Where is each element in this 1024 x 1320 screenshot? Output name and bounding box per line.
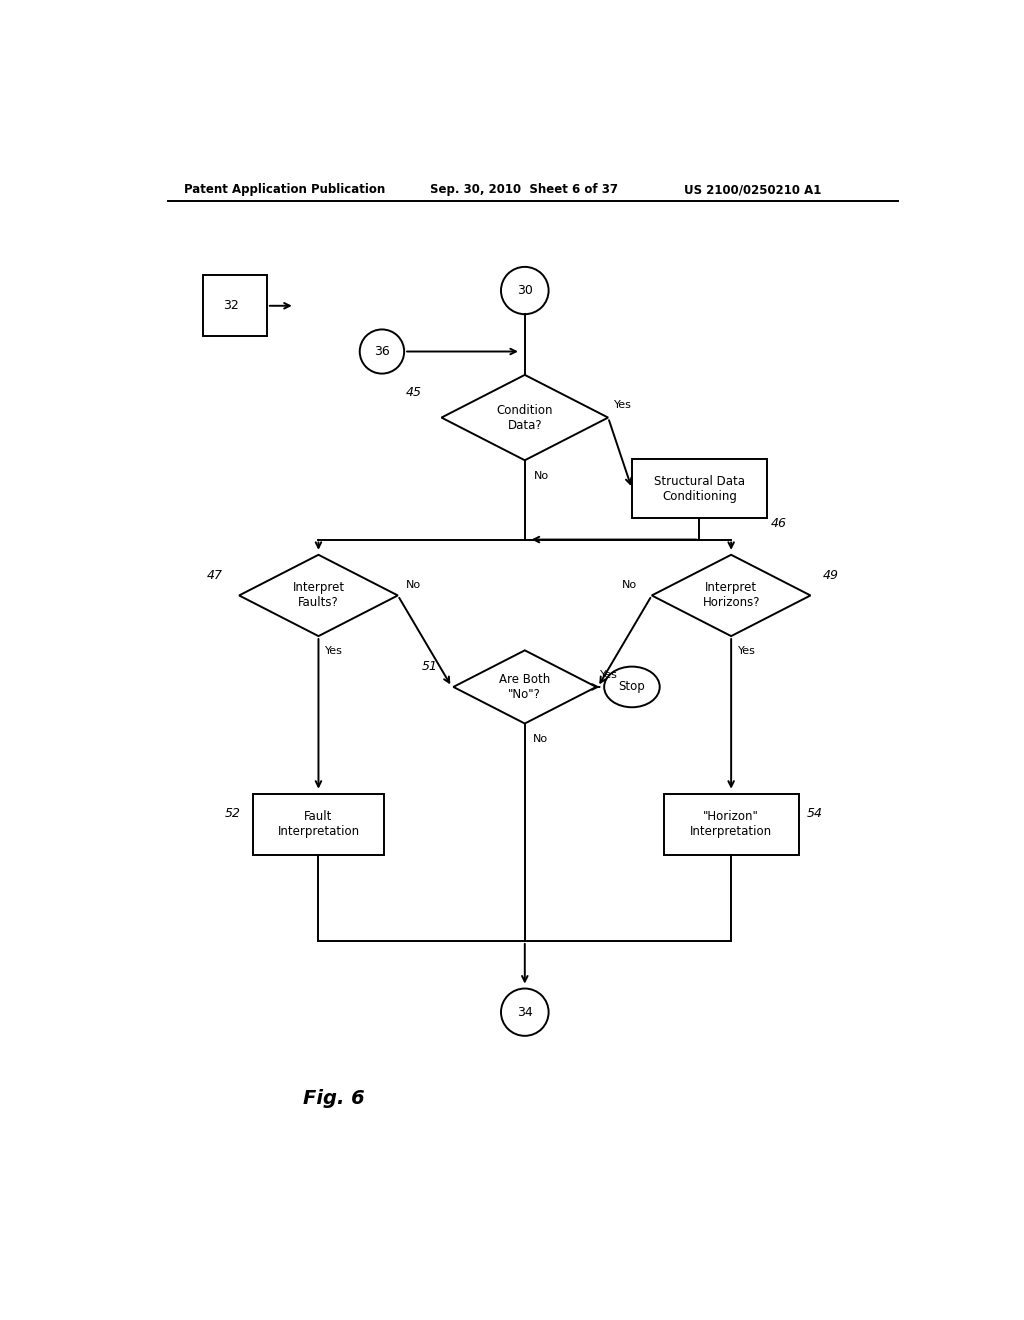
Text: 34: 34 [517,1006,532,1019]
Text: Yes: Yes [325,647,343,656]
Text: Interpret
Horizons?: Interpret Horizons? [702,581,760,610]
Text: Fig. 6: Fig. 6 [303,1089,366,1107]
Text: 30: 30 [517,284,532,297]
Text: 36: 36 [374,345,390,358]
Text: Patent Application Publication: Patent Application Publication [183,183,385,197]
Text: 46: 46 [771,517,786,529]
Text: No: No [622,581,637,590]
Text: Stop: Stop [618,680,645,693]
Text: Are Both
"No"?: Are Both "No"? [499,673,551,701]
Bar [253,793,384,854]
Text: 51: 51 [422,660,437,673]
Text: Yes: Yes [600,669,618,680]
Text: No: No [406,581,421,590]
Text: "Horizon"
Interpretation: "Horizon" Interpretation [690,810,772,838]
Text: Condition
Data?: Condition Data? [497,404,553,432]
Text: 45: 45 [406,385,422,399]
Bar [204,276,267,337]
Text: 52: 52 [225,808,241,821]
Bar [664,793,799,854]
Bar [632,459,767,519]
Text: US 2100/0250210 A1: US 2100/0250210 A1 [684,183,821,197]
Text: Interpret
Faults?: Interpret Faults? [293,581,344,610]
Text: Fault
Interpretation: Fault Interpretation [278,810,359,838]
Text: No: No [535,470,550,480]
Text: 49: 49 [822,569,839,582]
Text: Structural Data
Conditioning: Structural Data Conditioning [654,475,744,503]
Text: 32: 32 [223,300,239,313]
Text: Yes: Yes [614,400,633,411]
Text: No: No [532,734,548,743]
Text: 47: 47 [207,569,223,582]
Text: Yes: Yes [737,647,756,656]
Text: Sep. 30, 2010  Sheet 6 of 37: Sep. 30, 2010 Sheet 6 of 37 [430,183,617,197]
Text: 54: 54 [807,808,822,821]
